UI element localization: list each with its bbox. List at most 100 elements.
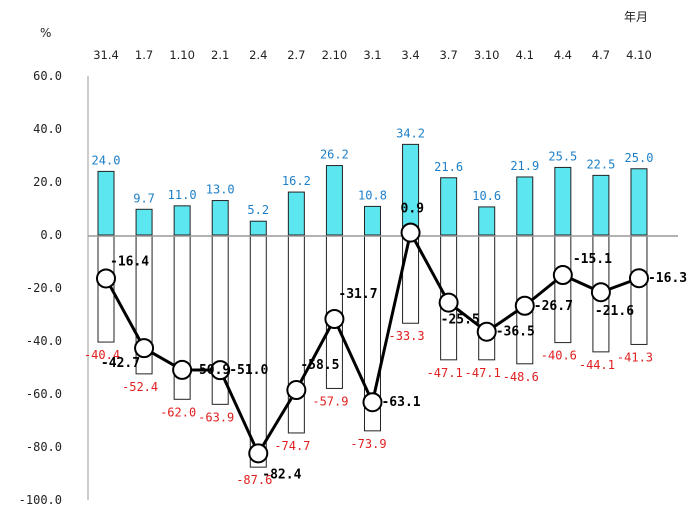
x-tick-label: 3.1 — [363, 48, 381, 62]
line-point — [210, 360, 231, 381]
line-point-label: -42.7 — [101, 356, 140, 371]
line-point-label: -58.5 — [300, 358, 339, 373]
y-tick-label: -100.0 — [19, 493, 62, 507]
y-tick-label: 20.0 — [33, 175, 62, 189]
bar-positive — [630, 168, 648, 236]
x-tick-label: 4.7 — [592, 48, 610, 62]
line-point — [286, 380, 307, 401]
line-point — [628, 268, 649, 289]
line-point-label: -50.9 — [191, 363, 230, 378]
bar-positive-label: 34.2 — [396, 126, 425, 140]
bar-positive-label: 11.0 — [168, 188, 197, 202]
line-point-label: -31.7 — [338, 287, 377, 302]
line-point — [590, 282, 611, 303]
y-tick-label: -20.0 — [26, 281, 62, 295]
bar-positive — [173, 205, 191, 236]
bar-positive — [363, 205, 381, 236]
y-tick-label: 0.0 — [40, 228, 62, 242]
bar-negative-label: -47.1 — [465, 366, 501, 380]
bar-negative-label: -73.9 — [350, 437, 386, 451]
bar-negative-label: -74.7 — [274, 439, 310, 453]
x-tick-label: 3.10 — [474, 48, 500, 62]
bar-positive — [592, 174, 610, 236]
line-point-label: -25.5 — [441, 313, 480, 328]
bar-positive-label: 16.2 — [282, 174, 311, 188]
bar-negative-label: -57.9 — [312, 394, 348, 408]
x-tick-label: 2.1 — [211, 48, 229, 62]
line-point — [96, 268, 116, 289]
bar-negative-label: -63.9 — [198, 410, 234, 424]
bar-positive-label: 26.2 — [320, 148, 349, 162]
bar-positive — [135, 208, 153, 236]
bar-positive-label: 22.5 — [586, 157, 615, 171]
line-point — [324, 309, 345, 330]
line-point — [514, 295, 535, 316]
y-unit-label: % — [40, 26, 51, 40]
bar-negative-label: -33.3 — [388, 329, 424, 343]
bar-negative-label: -44.1 — [579, 358, 615, 372]
line-point-label: 0.9 — [401, 202, 424, 217]
x-tick-label: 2.10 — [322, 48, 348, 62]
y-tick-label: -40.0 — [26, 334, 62, 348]
x-unit-label: 年月 — [624, 10, 648, 24]
bar-positive-label: 21.6 — [434, 160, 463, 174]
bar-negative-label: -40.4 — [84, 348, 120, 362]
line-point — [438, 292, 459, 313]
x-tick-label: 3.7 — [439, 48, 457, 62]
bar-positive-label: 9.7 — [133, 191, 155, 205]
bar-positive-label: 10.8 — [358, 188, 387, 202]
bar-positive — [325, 165, 343, 236]
bar-negative-label: -47.1 — [427, 366, 463, 380]
line-point — [134, 338, 155, 359]
bar-negative-label: -48.6 — [503, 370, 539, 384]
bar-positive-label: 5.2 — [247, 203, 269, 217]
bar-positive — [211, 200, 229, 236]
bar-positive-label: 10.6 — [472, 189, 501, 203]
bar-negative-label: -87.6 — [236, 473, 272, 487]
bar-negative — [402, 234, 420, 324]
y-tick-label: -60.0 — [26, 387, 62, 401]
bar-negative — [630, 234, 648, 345]
y-tick-label: 40.0 — [33, 122, 62, 136]
x-tick-label: 2.7 — [287, 48, 305, 62]
x-tick-label: 3.4 — [401, 48, 419, 62]
bar-positive-label: 13.0 — [206, 183, 235, 197]
line-point-label: -15.1 — [573, 252, 612, 267]
bar-positive-label: 25.0 — [625, 151, 654, 165]
x-tick-label: 31.4 — [93, 48, 119, 62]
bar-positive — [402, 143, 420, 236]
line-point — [552, 265, 573, 286]
line-point — [248, 443, 269, 464]
line-point — [476, 321, 497, 342]
bar-negative-label: -40.6 — [541, 349, 577, 363]
line-point-label: -51.0 — [229, 363, 268, 378]
bar-negative-label: -52.4 — [122, 380, 158, 394]
line-point — [400, 222, 421, 243]
bar-negative — [97, 234, 115, 343]
line-point-label: -36.5 — [496, 325, 535, 340]
x-tick-label: 1.10 — [169, 48, 195, 62]
line-point-label: -21.6 — [595, 304, 634, 319]
line-point-label: -16.4 — [110, 254, 149, 269]
bar-positive-label: 21.9 — [510, 159, 539, 173]
line-point-label: -16.3 — [648, 271, 687, 286]
x-tick-label: 1.7 — [135, 48, 153, 62]
bar-negative — [287, 234, 305, 434]
x-tick-label: 4.1 — [516, 48, 534, 62]
bar-negative-label: -41.3 — [617, 350, 653, 364]
x-tick-label: 2.4 — [249, 48, 267, 62]
bar-positive — [249, 220, 267, 236]
bar-positive-label: 24.0 — [92, 153, 121, 167]
bar-negative — [173, 234, 191, 400]
line-point — [172, 359, 193, 380]
x-tick-label: 4.4 — [554, 48, 572, 62]
bar-positive — [287, 191, 305, 236]
bar-positive — [516, 176, 534, 236]
line-point-label: -63.1 — [381, 395, 420, 410]
bar-negative — [249, 234, 267, 468]
bar-positive — [478, 206, 496, 236]
bar-positive — [97, 170, 115, 236]
line-point-label: -26.7 — [534, 299, 573, 314]
y-tick-label: -80.0 — [26, 440, 62, 454]
